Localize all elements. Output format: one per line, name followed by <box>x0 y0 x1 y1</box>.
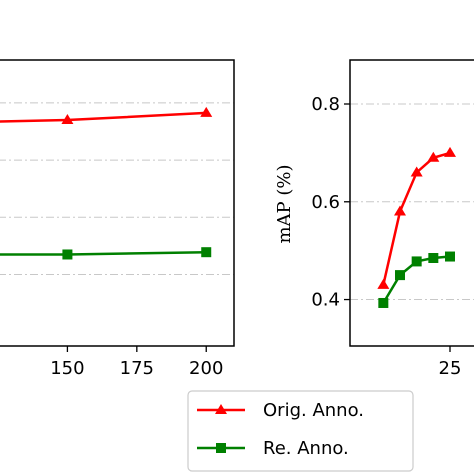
right-point-orig <box>377 278 390 289</box>
legend-label-re: Re. Anno. <box>263 438 349 459</box>
right-point-re <box>395 270 405 281</box>
left-point-orig <box>61 114 74 125</box>
left-series-line-orig <box>0 111 207 123</box>
right-point-orig <box>427 151 440 162</box>
left-point-orig <box>200 106 213 117</box>
right-point-orig <box>410 166 423 177</box>
right-y-tick-label: 0.4 <box>311 290 340 311</box>
left-plot-lines <box>0 106 213 260</box>
left-x-ticks: 150 175 200 <box>50 346 223 379</box>
right-point-orig <box>394 205 406 216</box>
legend: Orig. Anno. Re. Anno. <box>187 390 414 472</box>
left-x-tick-label: 175 <box>120 358 154 379</box>
left-x-tick-label: 200 <box>189 358 223 379</box>
legend-entry-orig: Orig. Anno. <box>197 400 364 421</box>
legend-label-orig: Orig. Anno. <box>263 400 364 421</box>
left-series-line-re <box>0 250 207 256</box>
right-point-re <box>411 256 422 267</box>
right-x-tick-label: 25 <box>439 358 462 379</box>
right-y-tick-label: 0.6 <box>311 192 340 213</box>
right-y-axis-title: mAP (%) <box>274 164 295 243</box>
right-y-ticks: 0.4 0.6 0.8 <box>311 94 350 311</box>
left-x-tick-label: 150 <box>50 358 84 379</box>
right-point-re <box>445 251 455 262</box>
right-gridlines <box>350 103 474 301</box>
left-panel: 150 175 200 <box>0 59 235 379</box>
left-plot-frame <box>0 59 235 347</box>
legend-entry-re: Re. Anno. <box>197 438 349 459</box>
right-plot-lines <box>377 146 456 308</box>
right-plot-frame <box>349 59 474 347</box>
right-y-tick-label: 0.8 <box>311 94 340 115</box>
left-point-re <box>62 249 73 260</box>
right-point-re <box>428 253 439 263</box>
right-point-orig <box>444 146 456 157</box>
legend-square-marker <box>216 443 226 453</box>
legend-triangle-marker <box>215 404 227 414</box>
left-gridlines <box>0 102 234 275</box>
right-panel: 0.4 0.6 0.8 25 mAP (%) <box>274 59 474 379</box>
right-x-ticks: 25 <box>439 346 462 379</box>
right-point-re <box>378 297 389 308</box>
left-point-re <box>201 247 212 258</box>
